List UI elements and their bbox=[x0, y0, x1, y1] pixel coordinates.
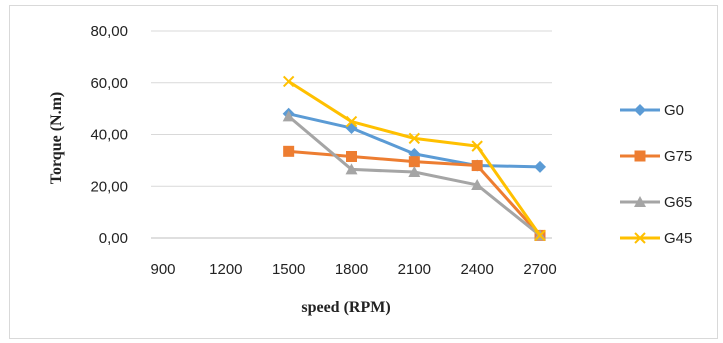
legend-marker bbox=[634, 232, 646, 244]
data-point bbox=[345, 115, 358, 128]
x-tick-label: 1200 bbox=[209, 261, 242, 278]
legend-item-g65: G65 bbox=[620, 194, 692, 211]
data-point bbox=[345, 163, 358, 175]
data-point bbox=[471, 140, 483, 152]
x-tick-label: 1500 bbox=[272, 261, 305, 278]
x-tick-label: 900 bbox=[150, 261, 175, 278]
y-axis-title: Torque (N.m) bbox=[48, 92, 65, 184]
data-point bbox=[408, 166, 421, 178]
x-tick-labels: 900 1200 1500 1800 2100 2400 2700 bbox=[150, 261, 556, 278]
legend-item-g45: G45 bbox=[620, 230, 692, 247]
y-tick-label: 40,00 bbox=[90, 127, 128, 144]
legend-marker bbox=[634, 196, 646, 207]
legend-label: G75 bbox=[664, 148, 692, 165]
data-point bbox=[408, 156, 420, 168]
y-tick-label: 20,00 bbox=[90, 178, 128, 195]
data-point bbox=[408, 132, 421, 145]
data-point bbox=[534, 160, 546, 173]
data-point bbox=[471, 178, 484, 190]
data-point bbox=[282, 110, 295, 122]
y-tick-label: 60,00 bbox=[90, 75, 128, 92]
data-point bbox=[346, 150, 357, 162]
data-point bbox=[534, 229, 546, 242]
legend-marker bbox=[634, 104, 646, 116]
data-point bbox=[282, 75, 295, 88]
y-tick-label: 80,00 bbox=[90, 23, 128, 40]
legend-label: G45 bbox=[664, 230, 692, 247]
series-g65 bbox=[282, 110, 546, 241]
legend-item-g0: G0 bbox=[620, 102, 684, 119]
data-point bbox=[471, 160, 483, 172]
y-tick-label: 0,00 bbox=[99, 230, 128, 247]
legend-label: G0 bbox=[664, 102, 684, 119]
series-group bbox=[282, 75, 546, 242]
x-tick-label: 2700 bbox=[523, 261, 556, 278]
series-g75 bbox=[283, 145, 546, 241]
x-axis-title: speed (RPM) bbox=[301, 299, 390, 316]
x-tick-label: 2100 bbox=[398, 261, 431, 278]
legend-label: G65 bbox=[664, 194, 692, 211]
legend: G0 G75 G65 G45 bbox=[620, 102, 692, 247]
legend-marker bbox=[634, 150, 646, 162]
x-tick-label: 2400 bbox=[460, 261, 493, 278]
grid-lines bbox=[151, 30, 552, 239]
chart-frame bbox=[9, 5, 718, 339]
x-tick-label: 1800 bbox=[335, 261, 368, 278]
y-tick-labels: 0,00 20,00 40,00 60,00 80,00 bbox=[90, 23, 128, 247]
series-g45 bbox=[282, 75, 546, 242]
data-point bbox=[283, 145, 295, 157]
legend-item-g75: G75 bbox=[620, 148, 692, 165]
